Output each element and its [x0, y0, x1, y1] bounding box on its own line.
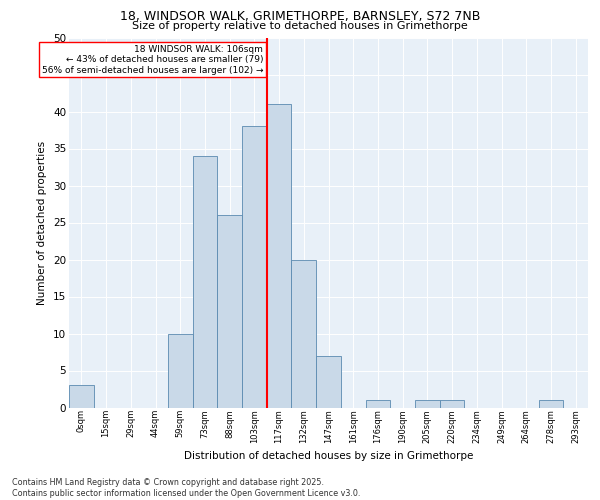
Text: Contains HM Land Registry data © Crown copyright and database right 2025.
Contai: Contains HM Land Registry data © Crown c… — [12, 478, 361, 498]
Bar — [440, 400, 464, 407]
Bar — [217, 215, 242, 408]
Bar — [242, 126, 267, 408]
Bar — [415, 400, 440, 407]
Bar — [168, 334, 193, 407]
Text: 18, WINDSOR WALK, GRIMETHORPE, BARNSLEY, S72 7NB: 18, WINDSOR WALK, GRIMETHORPE, BARNSLEY,… — [120, 10, 480, 23]
Bar — [69, 386, 94, 407]
Bar — [193, 156, 217, 407]
Bar — [316, 356, 341, 408]
X-axis label: Distribution of detached houses by size in Grimethorpe: Distribution of detached houses by size … — [184, 451, 473, 461]
Y-axis label: Number of detached properties: Number of detached properties — [37, 140, 47, 304]
Bar — [267, 104, 292, 408]
Text: 18 WINDSOR WALK: 106sqm
← 43% of detached houses are smaller (79)
56% of semi-de: 18 WINDSOR WALK: 106sqm ← 43% of detache… — [41, 45, 263, 74]
Bar — [539, 400, 563, 407]
Bar — [292, 260, 316, 408]
Bar — [365, 400, 390, 407]
Text: Size of property relative to detached houses in Grimethorpe: Size of property relative to detached ho… — [132, 21, 468, 31]
